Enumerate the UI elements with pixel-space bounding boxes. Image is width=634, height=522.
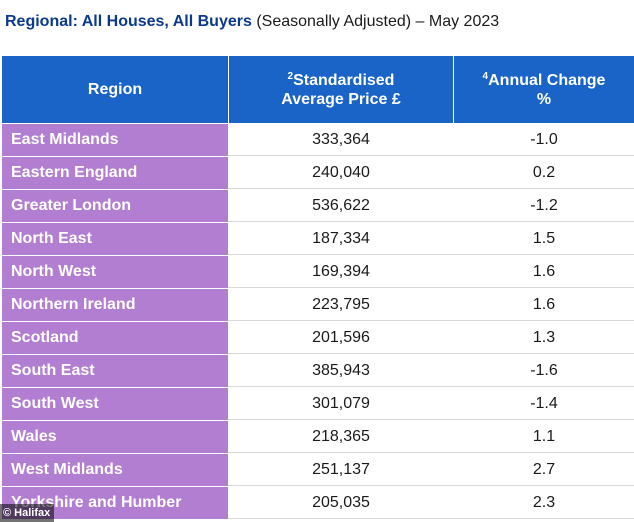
table-row: Greater London 536,622 -1.2 [2,190,634,222]
header-region-label: Region [87,81,143,98]
change-cell: 0.2 [454,157,634,189]
header-price-line1: Standardised [293,71,395,89]
header-change-line2: % [536,90,552,108]
change-cell: 1.6 [454,256,634,288]
price-cell: 301,079 [228,388,454,420]
table-row: East Midlands 333,364 -1.0 [2,124,634,156]
table-row: South East 385,943 -1.6 [2,355,634,387]
table-body: East Midlands 333,364 -1.0 Eastern England 2… [2,124,634,519]
price-cell: 385,943 [228,355,454,387]
table-title: Regional: All Houses, All Buyers (Season… [5,12,499,32]
region-cell: South East [2,355,228,387]
price-cell: 240,040 [228,157,454,189]
price-cell: 218,365 [228,421,454,453]
price-cell: 169,394 [228,256,454,288]
price-cell: 201,596 [228,322,454,354]
region-cell: Scotland [2,322,228,354]
region-cell: Northern Ireland [2,289,228,321]
regional-price-table: Region 2Standardised Average Price £ 4An… [2,56,634,519]
change-cell: -1.6 [454,355,634,387]
region-cell: Greater London [2,190,228,222]
header-change-line1: Annual Change [488,71,606,89]
price-cell: 251,137 [228,454,454,486]
header-price: 2Standardised Average Price £ [228,56,454,123]
region-cell: Wales [2,421,228,453]
region-cell: South West [2,388,228,420]
title-bold: Regional: All Houses, All Buyers [5,13,252,30]
region-cell: East Midlands [2,124,228,156]
change-cell: 2.7 [454,454,634,486]
title-rest: (Seasonally Adjusted) – May 2023 [251,13,500,30]
header-change: 4Annual Change % [454,56,634,123]
price-cell: 223,795 [228,289,454,321]
change-cell: -1.0 [454,124,634,156]
change-cell: 1.3 [454,322,634,354]
table-row: West Midlands 251,137 2.7 [2,454,634,486]
change-cell: -1.4 [454,388,634,420]
table-row: Wales 218,365 1.1 [2,421,634,453]
change-cell: 2.3 [454,487,634,519]
change-cell: 1.5 [454,223,634,255]
price-cell: 536,622 [228,190,454,222]
table-row: Scotland 201,596 1.3 [2,322,634,354]
region-cell: West Midlands [2,454,228,486]
change-cell: 1.1 [454,421,634,453]
table-row: South West 301,079 -1.4 [2,388,634,420]
region-cell: Yorkshire and Humber [2,487,228,519]
header-price-line2: Average Price £ [281,90,401,108]
table-row: Eastern England 240,040 0.2 [2,157,634,189]
region-cell: Eastern England [2,157,228,189]
table-row: Yorkshire and Humber 205,035 2.3 [2,487,634,519]
table-row: Northern Ireland 223,795 1.6 [2,289,634,321]
change-cell: 1.6 [454,289,634,321]
price-cell: 205,035 [228,487,454,519]
region-cell: North West [2,256,228,288]
image-credit: © Halifax [0,504,55,522]
table-header: Region 2Standardised Average Price £ 4An… [2,56,634,123]
table-row: North West 169,394 1.6 [2,256,634,288]
header-region: Region [2,56,228,123]
region-cell: North East [2,223,228,255]
header-price-footnote: 2 [287,70,294,82]
header-change-footnote: 4 [482,70,489,82]
price-cell: 333,364 [228,124,454,156]
price-cell: 187,334 [228,223,454,255]
change-cell: -1.2 [454,190,634,222]
table-row: North East 187,334 1.5 [2,223,634,255]
